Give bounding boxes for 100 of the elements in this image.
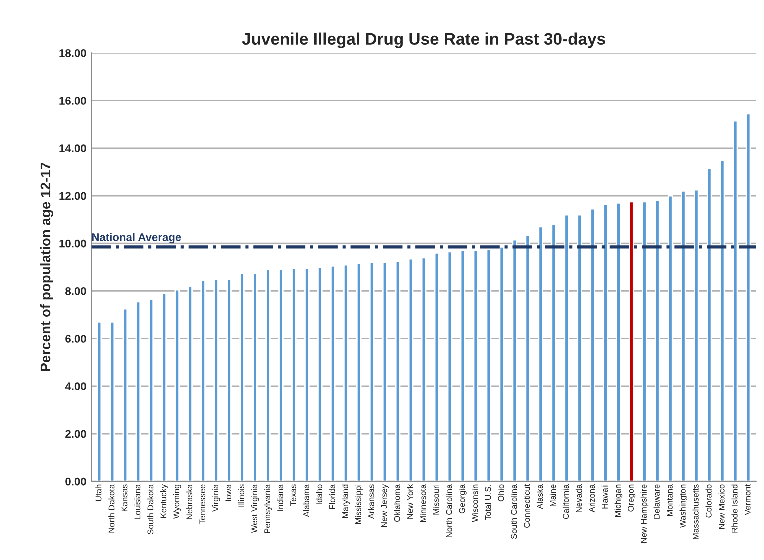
x-tick-label: Washington	[680, 484, 688, 528]
x-tick-label: Missouri	[433, 484, 440, 515]
x-tick-label: Kansas	[122, 484, 128, 512]
x-tick-label: Louisiana	[134, 484, 141, 520]
x-tick-label: Arizona	[588, 484, 596, 513]
x-tick-label: Michigan	[614, 484, 623, 518]
x-tick-label: North Carolina	[446, 484, 452, 538]
bar	[486, 248, 492, 482]
x-tick-label: Mississippi	[355, 484, 363, 524]
y-tick-label: 14.00	[60, 144, 86, 153]
x-tick-label: Utah	[96, 484, 102, 502]
bar	[603, 204, 608, 482]
bar	[395, 260, 401, 482]
bar	[629, 201, 634, 482]
bar	[214, 278, 219, 482]
x-tick-label: Wisconsin	[472, 484, 478, 522]
x-tick-label: New Mexico	[718, 484, 725, 530]
x-tick-label: North Dakota	[108, 484, 115, 533]
x-tick-label: Minnesota	[420, 484, 426, 522]
x-tick-label: Maryland	[342, 484, 350, 518]
bar	[369, 262, 375, 482]
bar	[304, 268, 310, 482]
bar	[252, 272, 258, 482]
bar	[616, 202, 622, 482]
x-tick-label: Ohio	[498, 484, 504, 502]
x-tick-label: Illinois	[238, 484, 245, 507]
x-tick-label: Massachusetts	[692, 484, 699, 540]
x-tick-label: Texas	[290, 484, 296, 506]
bar	[551, 224, 556, 482]
bar	[538, 226, 544, 482]
x-tick-label: South Carolina	[511, 484, 518, 540]
bar	[278, 269, 284, 482]
bar	[96, 321, 102, 482]
y-axis-title: Percent of population age 12-17	[40, 163, 54, 372]
x-tick-label: Arkansas	[368, 484, 374, 520]
bar	[525, 234, 531, 482]
bar	[460, 250, 466, 482]
x-tick-label: Virginia	[212, 484, 220, 512]
bar	[318, 266, 323, 482]
bar	[162, 292, 168, 482]
y-tick-label: 4.00	[65, 382, 86, 391]
bar	[188, 286, 193, 482]
bar	[512, 239, 518, 482]
x-tick-label: Oklahoma	[394, 484, 400, 522]
x-tick-label: Total U.S.	[485, 485, 492, 520]
bar	[706, 168, 712, 482]
y-tick-label: 0.00	[66, 478, 86, 486]
bar	[421, 257, 427, 482]
x-tick-label: Rhode Island	[732, 484, 738, 533]
x-tick-label: New York	[407, 484, 414, 519]
x-tick-label: Delaware	[654, 484, 660, 519]
x-tick-label: Maine	[550, 484, 556, 506]
chart-title: Juvenile Illegal Drug Use Rate in Past 30-days	[242, 32, 606, 48]
bar	[668, 195, 674, 482]
bar	[564, 214, 570, 482]
bar	[720, 160, 726, 482]
bar	[408, 258, 414, 482]
bar	[292, 268, 297, 482]
y-tick-label: 18.00	[60, 49, 86, 58]
bar	[122, 308, 128, 482]
y-tick-label: 6.00	[66, 335, 86, 343]
bar	[642, 201, 648, 482]
x-tick-label: Idaho	[316, 484, 322, 504]
bar	[694, 189, 700, 482]
bar	[473, 250, 479, 482]
bar	[590, 208, 596, 482]
bar	[746, 113, 752, 482]
bar	[356, 263, 362, 482]
x-tick-label: Oregon	[628, 484, 636, 512]
bar	[266, 269, 271, 482]
bar	[447, 251, 453, 482]
y-tick-label: 8.00	[66, 287, 86, 296]
x-tick-label: New Jersey	[381, 484, 389, 528]
x-tick-label: South Dakota	[148, 484, 154, 534]
x-tick-label: Pennsylvania	[264, 484, 272, 534]
x-tick-label: Vermont	[744, 484, 751, 516]
x-tick-label: Wyoming	[173, 484, 182, 519]
bar	[174, 289, 180, 482]
x-tick-label: Kentucky	[160, 484, 168, 518]
bar	[240, 272, 245, 482]
bar	[343, 264, 349, 482]
x-tick-label: Nebraska	[186, 484, 193, 520]
y-tick-label: 10.00	[60, 240, 86, 248]
y-tick-label: 2.00	[66, 430, 86, 438]
bar	[330, 266, 336, 482]
bar	[136, 301, 142, 482]
bar	[382, 262, 388, 482]
x-tick-label: West Virginia	[251, 484, 260, 534]
bar	[681, 190, 686, 482]
ref-line-label: National Average	[92, 233, 182, 244]
bar	[577, 214, 582, 482]
x-tick-label: Alabama	[303, 484, 310, 518]
bar	[148, 298, 154, 482]
x-tick-label: California	[562, 484, 570, 520]
x-tick-label: Colorado	[706, 484, 712, 518]
x-tick-label: New Hampshire	[640, 484, 649, 543]
bar	[732, 120, 738, 482]
y-tick-label: 16.00	[60, 97, 86, 105]
bar	[434, 252, 440, 482]
bar	[226, 278, 232, 482]
